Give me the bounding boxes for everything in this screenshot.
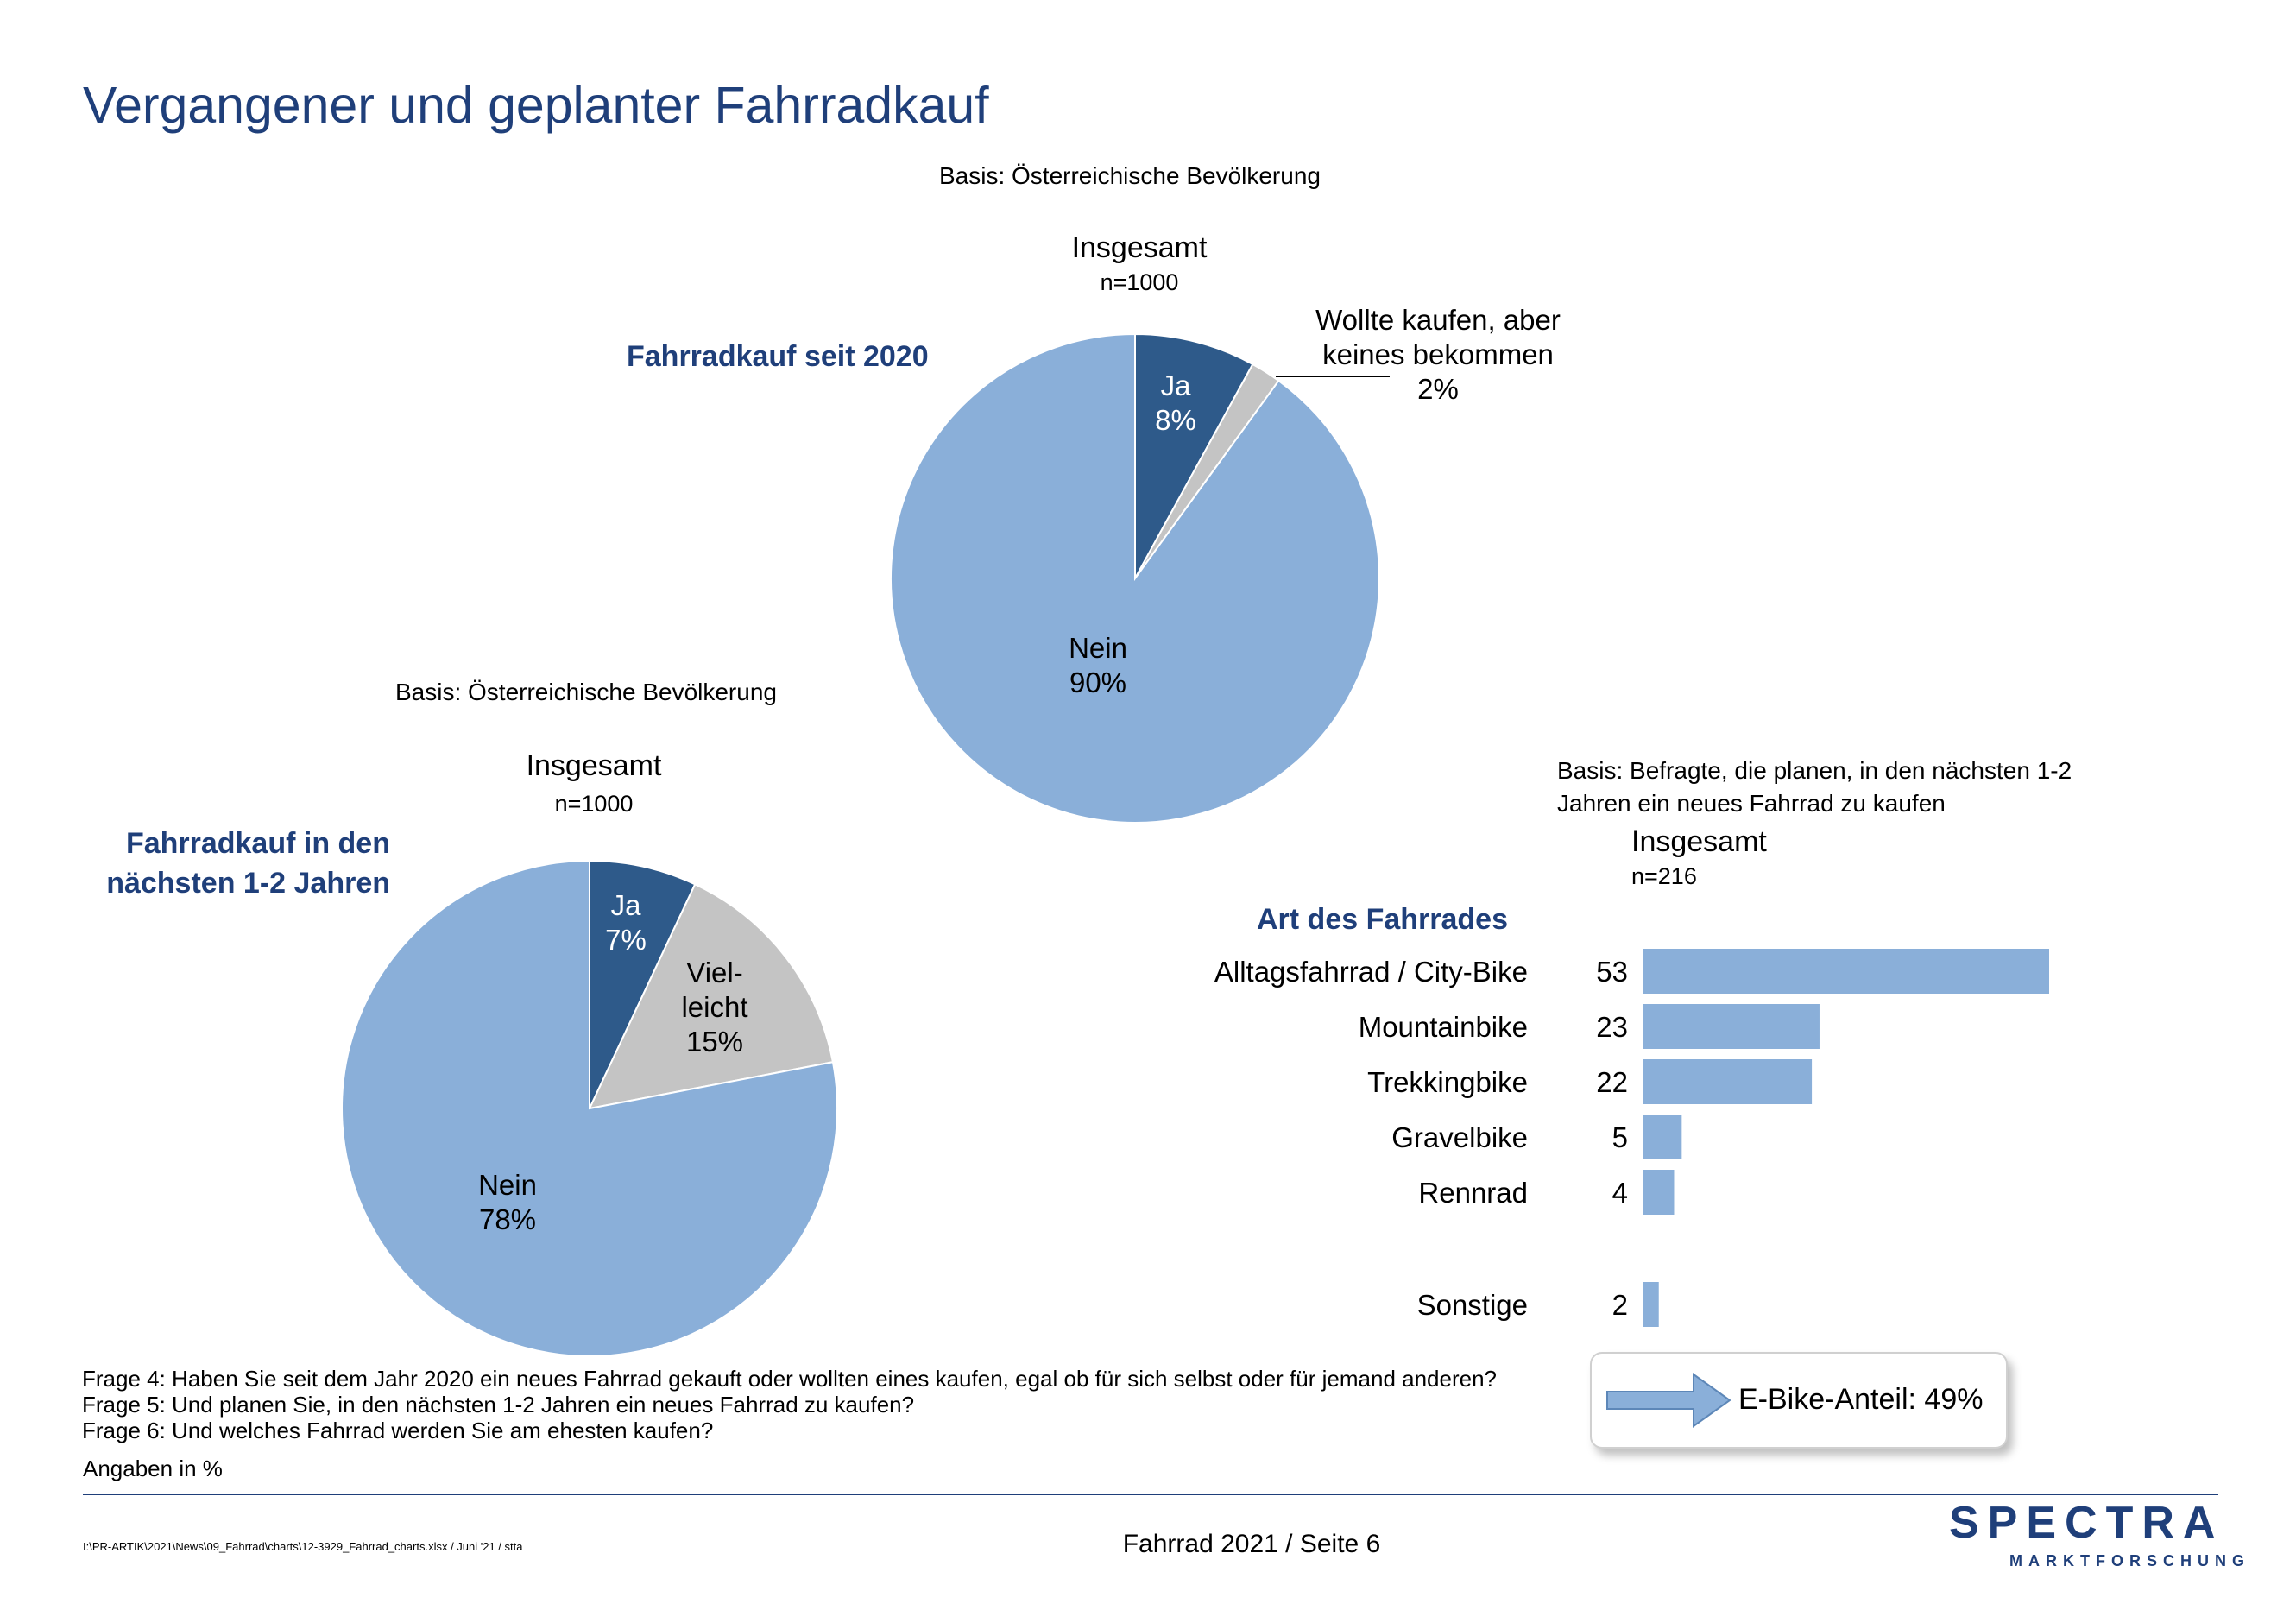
ebike-share-text: E-Bike-Anteil: 49%: [1738, 1383, 1984, 1416]
bar-rennrad: [1643, 1170, 1675, 1215]
logo-name: SPECTRA: [1949, 1498, 2224, 1548]
pie2-n: n=1000: [554, 791, 634, 817]
svg-text:Ja: Ja: [1161, 369, 1192, 401]
bar-title: Art des Fahrrades: [1257, 903, 1508, 936]
pie1-n: n=1000: [1100, 269, 1179, 295]
bar-category-label: Gravelbike: [1391, 1121, 1528, 1153]
bar-category-label: Sonstige: [1417, 1289, 1528, 1321]
question-4: Frage 4: Haben Sie seit dem Jahr 2020 ei…: [82, 1366, 1498, 1392]
pie-value-nein: 90%: [1069, 666, 1126, 698]
svg-text:Viel-: Viel-: [686, 957, 742, 988]
file-path: I:\PR-ARTIK\2021\News\09_Fahrrad\charts\…: [83, 1540, 523, 1553]
pie-label-ja: Ja7%: [605, 889, 647, 956]
pie-slice-nein: [341, 859, 838, 1357]
page-title: Vergangener und geplanter Fahrradkauf: [83, 77, 989, 134]
bar-category-label: Mountainbike: [1359, 1011, 1528, 1043]
footer-divider: [83, 1494, 2218, 1495]
pie-value-wollte-kaufen-aber-keines-bekommen: 2%: [1417, 373, 1459, 405]
bar-value-label: 5: [1612, 1121, 1628, 1153]
svg-text:Nein: Nein: [478, 1169, 537, 1201]
bar-category-label: Trekkingbike: [1367, 1066, 1528, 1098]
svg-text:Nein: Nein: [1069, 632, 1127, 664]
pie1-title: Fahrradkauf seit 2020: [627, 340, 929, 373]
bar-value-label: 53: [1596, 956, 1628, 988]
bar-basis: Basis: Befragte, die planen, in den näch…: [1557, 757, 2072, 817]
unit-note: Angaben in %: [83, 1456, 223, 1481]
svg-text:Wollte kaufen, aber: Wollte kaufen, aber: [1315, 304, 1561, 336]
bar-value-label: 2: [1612, 1289, 1628, 1321]
pie-value-ja: 7%: [605, 924, 647, 956]
pie-slice-ja: [1134, 332, 1254, 579]
pie2-basis: Basis: Österreichische Bevölkerung: [395, 679, 777, 705]
pie1-group: Insgesamt: [1071, 231, 1208, 264]
bar-group: Insgesamt: [1631, 825, 1767, 858]
pie-slice-nein: [889, 332, 1380, 824]
questions-block: Frage 4: Haben Sie seit dem Jahr 2020 ei…: [82, 1366, 1497, 1443]
question-5: Frage 5: Und planen Sie, in den nächsten…: [82, 1392, 915, 1418]
svg-text:keines bekommen: keines bekommen: [1322, 338, 1554, 370]
svg-text:leicht: leicht: [681, 991, 747, 1023]
arrow-right-icon: [1606, 1373, 1731, 1428]
pie1-basis: Basis: Österreichische Bevölkerung: [939, 162, 1321, 189]
bar-sonstige: [1643, 1282, 1659, 1327]
pie-slice-vielleicht: [588, 882, 835, 1110]
bar-value-label: 4: [1612, 1177, 1628, 1209]
pie2-title: Fahrradkauf in den nächsten 1-2 Jahren: [106, 827, 390, 900]
bar-gravelbike: [1643, 1115, 1682, 1159]
bar-mountainbike: [1643, 1004, 1820, 1049]
pie-value-nein: 78%: [479, 1203, 536, 1235]
bar-value-label: 23: [1596, 1011, 1628, 1043]
bar-n: n=216: [1631, 863, 1697, 889]
bar-value-label: 22: [1596, 1066, 1628, 1098]
logo-subtitle: MARKTFORSCHUNG: [2009, 1552, 2250, 1569]
pie-value-ja: 8%: [1155, 404, 1196, 436]
question-6: Frage 6: Und welches Fahrrad werden Sie …: [82, 1418, 714, 1443]
bar-alltagsfahrrad-city-bike: [1643, 949, 2049, 994]
pie2-group: Insgesamt: [526, 749, 662, 782]
bar-category-label: Alltagsfahrrad / City-Bike: [1214, 956, 1528, 988]
page-footer: Fahrrad 2021 / Seite 6: [1122, 1530, 1381, 1558]
bar-category-label: Rennrad: [1418, 1177, 1528, 1209]
ebike-share-box: E-Bike-Anteil: 49%: [1590, 1352, 2008, 1449]
spectra-logo: SPECTRA MARKTFORSCHUNG: [1949, 1497, 2244, 1583]
pie-value-vielleicht: 15%: [686, 1026, 743, 1058]
pie-label-ja: Ja8%: [1155, 369, 1196, 436]
pie-slice-ja: [589, 859, 697, 1109]
bar-trekkingbike: [1643, 1059, 1813, 1104]
svg-text:Ja: Ja: [611, 889, 642, 921]
